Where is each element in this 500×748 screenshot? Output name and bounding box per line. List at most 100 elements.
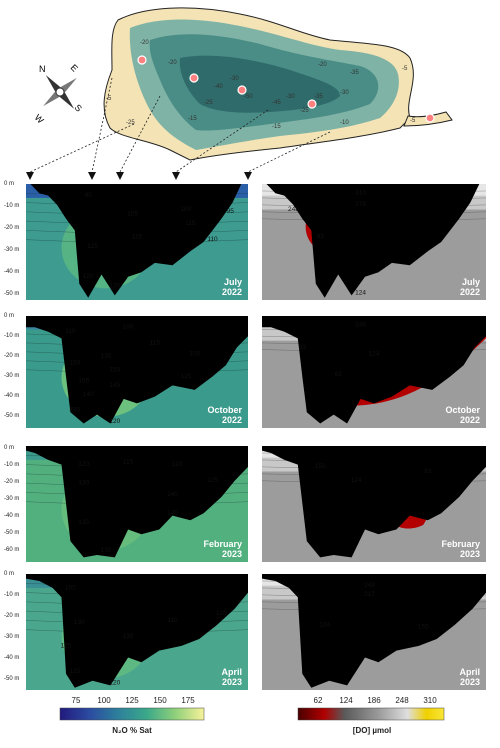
contour-label: 155 (78, 378, 89, 385)
depth-tick: -40 m (4, 269, 20, 275)
map-contour-label: -50 (244, 94, 253, 100)
contour-label: 248 (364, 582, 375, 589)
contour-label: 120 (109, 418, 120, 425)
panel-year: 2022 (459, 415, 480, 425)
map-contour-label: -15 (188, 116, 197, 122)
colorbar-tick: 75 (72, 696, 81, 705)
depth-tick: -10 m (4, 203, 20, 209)
contour-label: 93 (317, 234, 325, 241)
depth-tick: -20 m (4, 225, 20, 231)
transect-lines (29, 77, 331, 173)
colorbar-tick: 100 (97, 696, 111, 705)
colorbar-tick: 175 (181, 696, 195, 705)
section-plot: 248 217 124 155 (262, 574, 486, 690)
section-plot: 110 100 135 115 105 150 150 155 145 125 140 130 120 (26, 316, 248, 428)
section-plot: 248 93 124 62 (262, 316, 486, 428)
contour-label: 95 (227, 208, 235, 215)
depth-tick: -10 m (4, 333, 20, 339)
contour-label: 62 (335, 371, 343, 378)
map-contour-label: -25 (126, 120, 135, 126)
do-section-panel: 248 93 124 62 October 2022 (262, 316, 486, 428)
map-contour-label: -25 (300, 108, 309, 114)
depth-tick: -30 m (4, 247, 20, 253)
colorbar-tick: 125 (125, 696, 139, 705)
panel-month: February (203, 539, 242, 549)
depth-tick: -30 m (4, 373, 20, 379)
do-colorbar-ticks: 62 124 186 248 310 (314, 696, 438, 705)
contour-label: 140 (167, 491, 178, 498)
map-contour-label: -35 (350, 70, 359, 76)
do-section-panel: 155 124 93 February 2023 (262, 446, 486, 562)
contour-label: 140 (83, 391, 94, 398)
contour-label: 115 (123, 459, 134, 466)
colorbar-tick: 62 (314, 696, 323, 705)
station-marker (137, 55, 147, 65)
map-contour-label: -20 (318, 62, 327, 68)
map-contour-label: -45 (272, 100, 281, 106)
depth-tick: -20 m (4, 353, 20, 359)
do-colorbar-scale (297, 707, 445, 721)
n2o-section-panel: 120 115 110 130 125 140 135 145 130 February 2023 (26, 446, 248, 562)
contour-label: 130 (100, 547, 111, 554)
depth-tick: 0 m (4, 313, 15, 319)
contour-label: 135 (78, 519, 89, 526)
panel-date-label: April 2023 (459, 667, 480, 687)
contour-label: 120 (216, 610, 227, 617)
contour-label: 105 (127, 211, 138, 218)
panel-date-label: October 2022 (445, 405, 480, 425)
contour-label: 155 (315, 463, 326, 470)
compass-north: N (39, 64, 46, 74)
map-contour-label: -10 (340, 120, 349, 126)
contour-label: 145 (167, 510, 178, 517)
n2o-section-panel: 85 105 100 95 115 115 125 110 120 130 July 2022 (26, 184, 248, 300)
contour-label: 125 (207, 477, 218, 484)
bathymetry (26, 446, 248, 562)
station-marker (307, 99, 317, 109)
depth-tick: -60 m (4, 547, 20, 553)
bathymetry (262, 316, 486, 428)
panel-date-label: February 2023 (203, 539, 242, 559)
contour-label: 125 (69, 668, 80, 675)
lake-map: N E S W -20 -5 -20 -25 -30 -40 -50 -45 -… (26, 7, 453, 180)
map-contour-label: -20 (140, 40, 149, 46)
contour-label: 85 (85, 192, 93, 199)
n2o-colorbar-ticks: 75 100 125 150 175 (72, 696, 196, 705)
colorbar-tick: 124 (339, 696, 353, 705)
panel-month: July (223, 277, 242, 287)
contour-label: 124 (319, 621, 330, 628)
depth-tick: -40 m (4, 393, 20, 399)
bathymetry (262, 184, 486, 300)
panel-month: July (461, 277, 480, 287)
compass-icon (43, 75, 77, 109)
contour-label: 120 (109, 679, 120, 686)
contour-label: 248 (288, 206, 299, 213)
panel-year: 2023 (459, 549, 480, 559)
contour-label: 310 (355, 190, 366, 197)
depth-tick: -20 m (4, 613, 20, 619)
contour-label: 150 (109, 366, 120, 373)
panel-year: 2023 (459, 677, 480, 687)
map-contour-label: -30 (230, 76, 239, 82)
sampling-stations (137, 55, 435, 123)
do-section-panel: 248 217 124 155 April 2023 (262, 574, 486, 690)
map-contour-label: -25 (204, 100, 213, 106)
n2o-colorbar-scale (59, 707, 205, 721)
compass-east: E (69, 62, 80, 73)
contour-label: 155 (418, 624, 429, 631)
contour-label: 110 (172, 461, 183, 468)
station-marker (425, 113, 435, 123)
contour-label: 100 (180, 206, 191, 213)
n2o-section-panel: 110 100 135 115 105 150 150 155 145 125 140 130 120 O… (26, 316, 248, 428)
contour-label: 124 (369, 351, 380, 358)
contour-label: 150 (69, 360, 80, 367)
contour-label: 115 (150, 339, 161, 346)
panel-date-label: October 2022 (207, 405, 242, 425)
bathymetry (262, 446, 486, 562)
map-contour-label: -15 (272, 124, 281, 130)
section-plot: 85 105 100 95 115 115 125 110 120 130 (26, 184, 248, 300)
depth-tick: -10 m (4, 592, 20, 598)
contour-label: 93 (299, 344, 307, 351)
section-plot: 155 124 93 (262, 446, 486, 562)
do-section-panel: 310 279 248 93 124 July 2022 (262, 184, 486, 300)
depth-tick: -50 m (4, 676, 20, 682)
